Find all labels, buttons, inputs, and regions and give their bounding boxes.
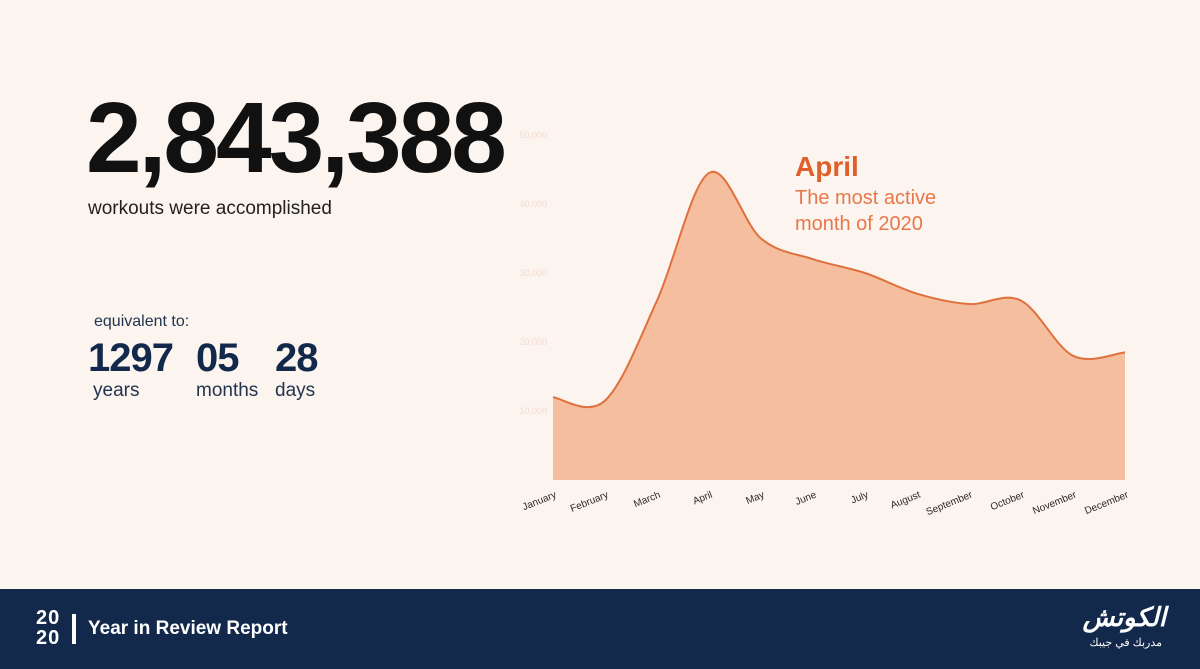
monthly-workouts-chart: 10,000 20,000 30,000 40,000 50,000 January Fe… [519, 130, 1131, 518]
years-value: 1297 [88, 336, 174, 380]
x-tick-october: October [989, 489, 1027, 513]
months-unit: months [196, 380, 259, 401]
x-tick-august: August [889, 490, 922, 512]
report-slide: 2,843,388 workouts were accomplished equ… [86, 82, 1131, 519]
x-tick-december: December [1083, 489, 1131, 517]
area-fill [553, 171, 1125, 480]
x-tick-april: April [691, 490, 714, 508]
report-title: Year in Review Report [88, 618, 288, 639]
duration-months: 05 months [196, 338, 258, 402]
x-tick-may: May [744, 490, 766, 507]
logo-tagline: مدربك في جيبك [1089, 637, 1162, 649]
x-tick-june: June [794, 489, 819, 507]
days-value: 28 [275, 336, 318, 380]
y-tick-label: 20,000 [519, 337, 547, 347]
year-top: 20 [36, 607, 61, 629]
x-tick-february: February [569, 490, 610, 515]
x-tick-november: November [1031, 489, 1079, 517]
y-axis-ticks: 10,000 20,000 30,000 40,000 50,000 [519, 130, 547, 416]
x-tick-january: January [521, 490, 558, 514]
annotation-line-1: The most active [795, 187, 936, 209]
years-unit: years [93, 380, 140, 401]
area-line [552, 170, 1126, 409]
y-tick-label: 10,000 [519, 406, 547, 416]
x-tick-march: March [632, 490, 662, 511]
annotation-title: April [795, 151, 859, 182]
total-workouts-number: 2,843,388 [86, 82, 507, 194]
x-tick-july: July [850, 490, 871, 507]
duration-days: 28 days [275, 338, 318, 402]
days-unit: days [275, 380, 316, 401]
y-tick-label: 40,000 [519, 199, 547, 209]
footer-bar [0, 589, 1200, 669]
logo-wordmark: الكوتش [1082, 602, 1166, 632]
footer-divider [72, 614, 76, 644]
equivalent-label: equivalent to: [94, 313, 190, 330]
x-tick-september: September [925, 489, 975, 518]
months-value: 05 [196, 336, 240, 380]
year-bottom: 20 [36, 627, 61, 649]
brand-logo: الكوتش مدربك في جيبك [1056, 602, 1166, 658]
x-axis-ticks: January February March April May June July Augu… [521, 489, 1131, 518]
annotation-line-2: month of 2020 [795, 213, 923, 235]
total-workouts-caption: workouts were accomplished [88, 198, 332, 219]
duration-years: 1297 years [88, 336, 174, 402]
y-tick-label: 30,000 [519, 268, 547, 278]
y-tick-label: 50,000 [519, 130, 547, 140]
year-badge: 20 20 [36, 608, 66, 648]
